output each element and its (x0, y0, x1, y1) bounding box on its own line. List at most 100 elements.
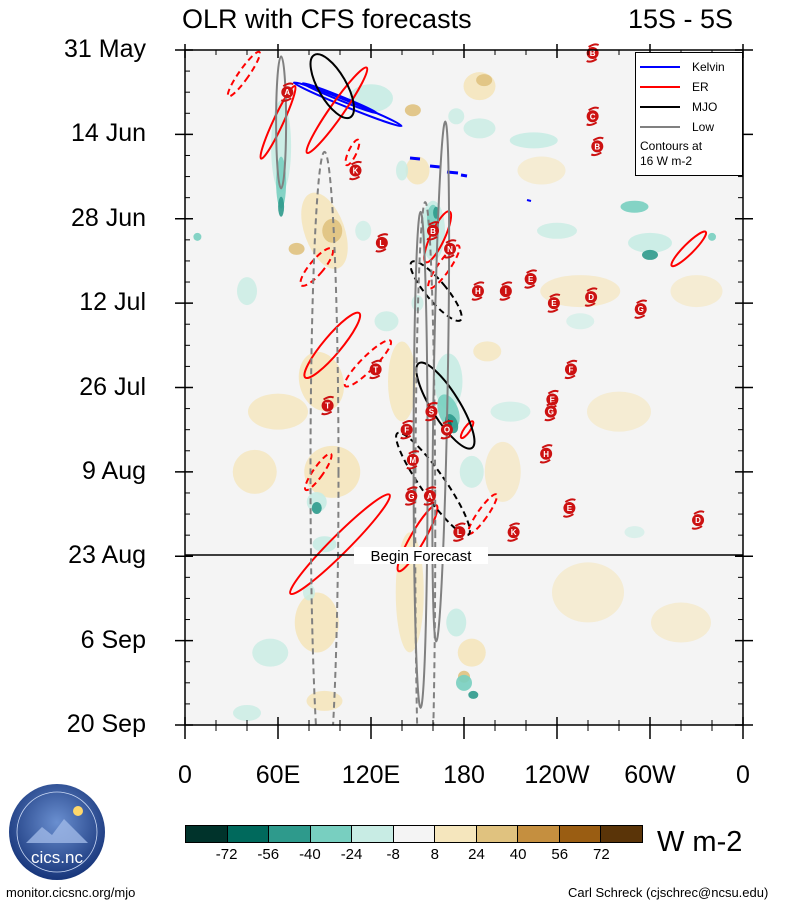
storm-letter: G (548, 408, 554, 417)
storm-arms (423, 486, 437, 506)
colorbar-tick-label: -24 (340, 846, 363, 863)
storm-marker: S (425, 401, 438, 422)
y-tick-label: 23 Aug (68, 541, 146, 570)
colorbar-tick-label: -8 (386, 846, 400, 863)
storm-letter: K (511, 528, 517, 537)
colorbar-swatch (393, 826, 436, 842)
olr-anomaly-patch (620, 200, 649, 213)
colorbar-tick-label: -56 (257, 846, 280, 863)
y-tick-label: 6 Sep (80, 625, 146, 654)
storm-arms (349, 160, 362, 181)
kelvin-fragment (526, 199, 532, 202)
storm-marker: B (590, 136, 604, 157)
storm-marker: A (280, 82, 294, 102)
chart-title: OLR with CFS forecasts (182, 4, 472, 34)
storm-letter: G (408, 492, 414, 501)
storm-marker: G (634, 299, 648, 319)
olr-anomaly-patch (566, 313, 595, 330)
storm-letter: K (353, 167, 359, 176)
storm-dot (544, 405, 557, 418)
x-tick-label: 120E (341, 761, 401, 789)
olr-anomaly-patch (374, 311, 399, 332)
legend-item-low: Low (640, 119, 714, 135)
olr-anomaly-patch (484, 441, 521, 502)
storm-dot (471, 285, 484, 298)
mjo-contour-forecast (409, 260, 463, 322)
storm-arms (443, 239, 457, 259)
er-contour-forecast (344, 138, 361, 167)
storm-arms (586, 43, 600, 63)
colorbar-swatch (476, 826, 519, 842)
storm-dot (591, 140, 604, 153)
er-contour (305, 66, 369, 155)
storm-marker: L (375, 233, 389, 253)
storm-arms (547, 293, 561, 313)
footer-source-link[interactable]: monitor.cicsnc.org/mjo (6, 885, 136, 900)
y-tick-label: 28 Jun (70, 203, 146, 232)
legend-swatch-low (640, 126, 680, 128)
y-tick-label: 26 Jul (79, 372, 146, 401)
low-contour (275, 55, 288, 190)
y-tick-label: 20 Sep (66, 710, 146, 738)
storm-arms (590, 136, 604, 157)
olr-anomaly-patch (304, 445, 361, 498)
storm-arms (425, 401, 438, 422)
olr-anomaly-patch (552, 562, 624, 623)
storm-letter: A (284, 88, 290, 97)
logo-text: cics.nc (31, 848, 83, 867)
storm-marker: K (349, 160, 362, 181)
mjo-contour (309, 53, 355, 120)
colorbar-tick-label: 72 (593, 846, 610, 863)
colorbar-swatch (310, 826, 353, 842)
storm-dot (405, 489, 418, 502)
storm-arms (321, 395, 335, 416)
x-tick-label: 120W (524, 761, 590, 789)
storm-marker: E (562, 498, 576, 518)
olr-anomaly-patch (540, 275, 621, 308)
er-contour-forecast (299, 247, 335, 287)
colorbar (185, 825, 643, 843)
storm-arms (584, 287, 598, 307)
olr-anomaly-patch (457, 638, 486, 667)
storm-arms (562, 498, 576, 518)
low-contour-forecast (414, 201, 437, 725)
storm-arms (406, 450, 420, 470)
olr-anomaly-patch (248, 393, 308, 430)
kelvin-contour (301, 82, 379, 115)
storm-letter: E (551, 299, 557, 308)
olr-anomaly-patch (708, 232, 716, 241)
storm-dot (564, 363, 577, 376)
colorbar-tick-label: 8 (430, 846, 439, 863)
storm-letter: A (427, 492, 433, 501)
storm-marker: D (584, 287, 598, 307)
storm-dot (586, 110, 599, 123)
olr-anomaly-patch (294, 592, 339, 653)
low-contour (431, 120, 451, 643)
y-tick-label: 14 Jun (70, 119, 146, 148)
storm-marker: E (524, 269, 538, 289)
footer-author: Carl Schreck (cjschrec@ncsu.edu) (568, 885, 769, 900)
storm-letter: B (594, 142, 600, 151)
storm-marker: E (547, 293, 561, 313)
storm-marker: H (471, 281, 485, 301)
olr-anomaly-patch (306, 690, 343, 711)
colorbar-swatch (269, 826, 311, 842)
storm-arms (524, 269, 538, 289)
legend-swatch-er (640, 86, 680, 88)
olr-anomaly-patch (322, 218, 343, 243)
storm-arms (544, 401, 558, 422)
storm-letter: E (550, 396, 556, 405)
olr-anomaly-patch (537, 222, 577, 239)
er-contour (670, 230, 708, 268)
olr-anomaly-patch (405, 156, 430, 185)
storm-arms (499, 281, 513, 301)
er-contour (303, 311, 362, 380)
storm-dot (321, 399, 334, 412)
storm-arms (452, 522, 466, 542)
er-contour (289, 493, 391, 596)
storm-letter: O (444, 426, 450, 435)
storm-letter: E (567, 504, 573, 513)
olr-anomaly-patch (473, 341, 502, 362)
olr-anomaly-patch (396, 160, 408, 181)
